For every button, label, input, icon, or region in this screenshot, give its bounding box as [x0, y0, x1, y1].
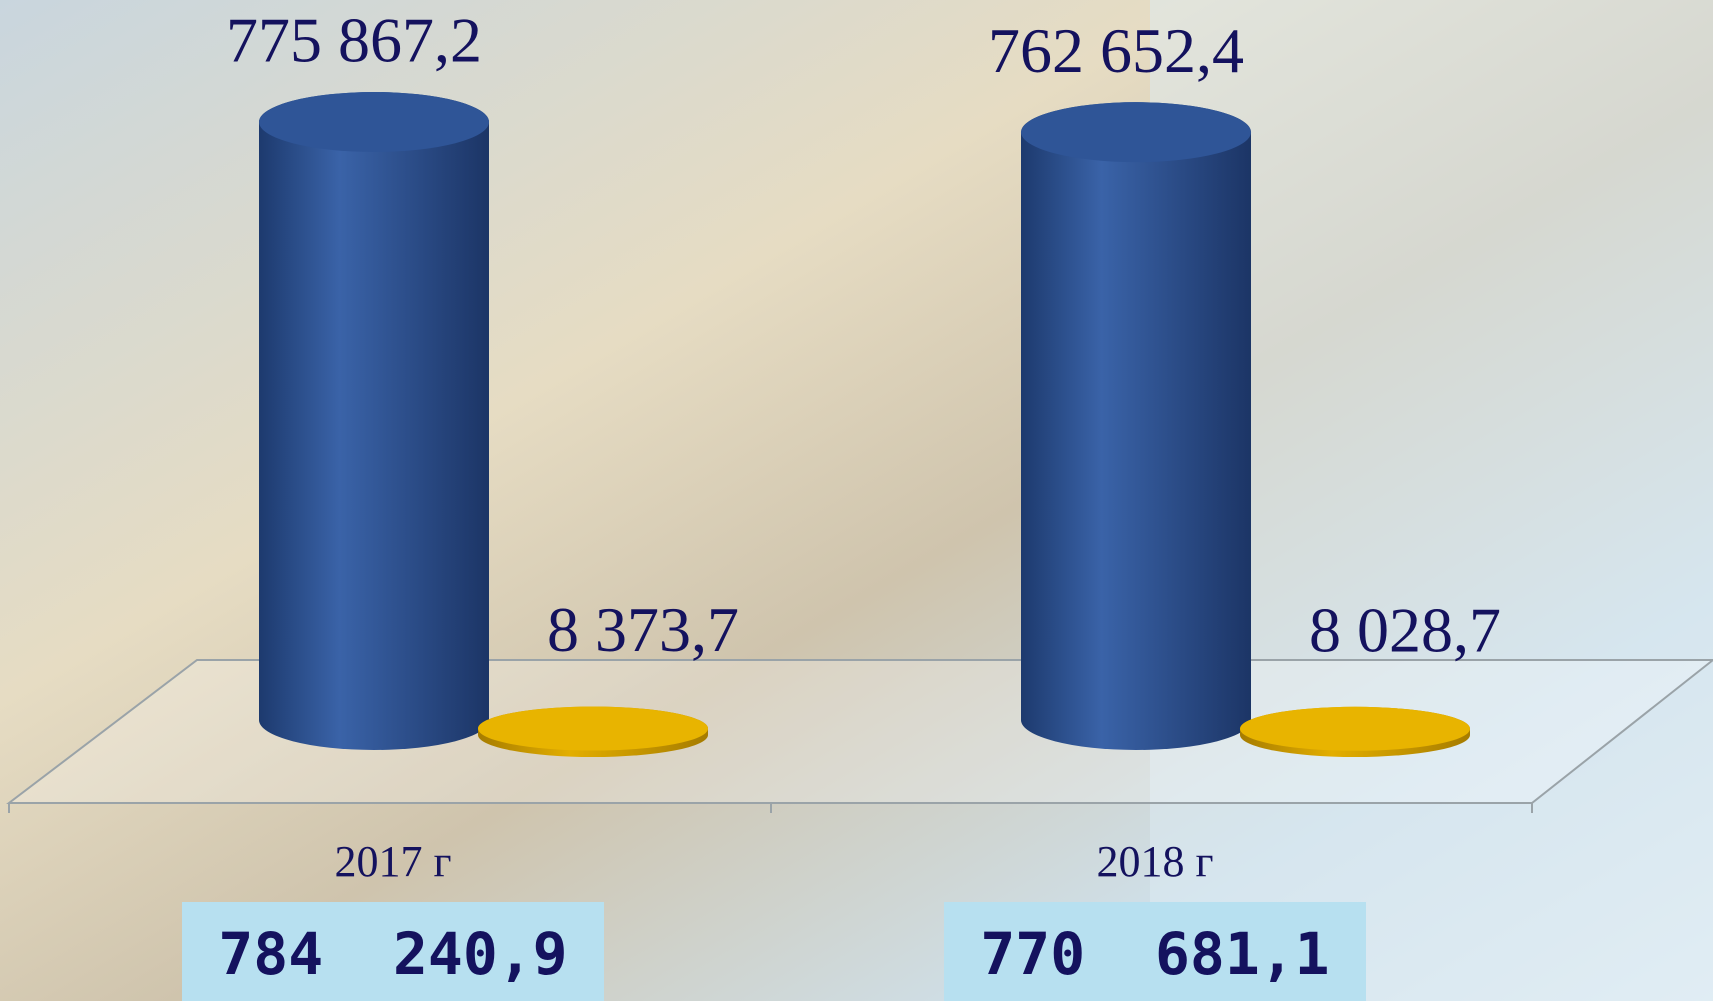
value-label: 762 652,4 — [988, 15, 1244, 86]
cylinder-top — [478, 706, 708, 751]
total-label: 770 681,1 — [980, 920, 1329, 988]
x-tick-label: 2017 г — [334, 837, 451, 886]
total-label: 784 240,9 — [218, 920, 567, 988]
cylinder-top — [259, 91, 489, 152]
x-tick-label: 2018 г — [1096, 837, 1213, 886]
cylinder — [259, 91, 489, 750]
total-box — [182, 902, 604, 1001]
cylinder-top — [1240, 706, 1470, 751]
cylinder-top — [1021, 102, 1251, 163]
total-box — [944, 902, 1366, 1001]
cylinder — [1021, 102, 1251, 750]
value-label: 8 028,7 — [1309, 594, 1501, 665]
value-label: 775 867,2 — [226, 5, 482, 76]
value-label: 8 373,7 — [547, 594, 739, 665]
